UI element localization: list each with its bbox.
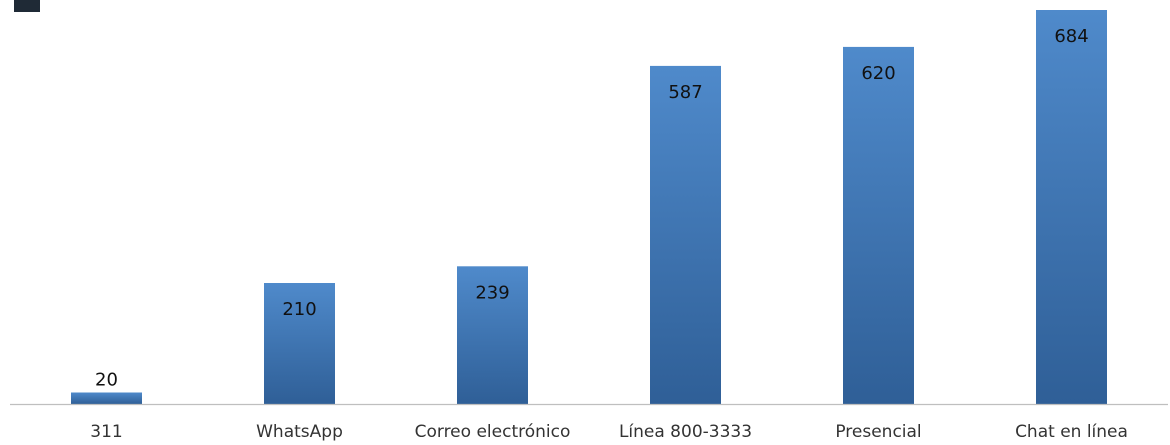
labels-group: 20 311 210 WhatsApp 239 Correo electrónico 587…: [90, 26, 1128, 442]
bar-0: [71, 392, 142, 404]
bar-4: [843, 46, 914, 405]
x-tick-label-0: 311: [90, 422, 122, 442]
data-label-3: 587: [668, 82, 702, 103]
bar-2: [457, 266, 528, 404]
x-tick-label-1: WhatsApp: [256, 422, 343, 442]
bar-3: [650, 65, 721, 405]
data-label-4: 620: [861, 63, 895, 84]
data-label-5: 684: [1054, 26, 1088, 47]
x-tick-label-3: Línea 800-3333: [619, 422, 752, 442]
data-label-0: 20: [95, 370, 118, 391]
bars-group: [71, 10, 1107, 405]
x-tick-label-2: Correo electrónico: [415, 422, 571, 442]
corner-mark: [14, 0, 40, 12]
bar-5: [1036, 10, 1107, 404]
data-label-2: 239: [475, 282, 509, 303]
data-label-1: 210: [282, 299, 316, 320]
x-tick-label-4: Presencial: [835, 422, 921, 442]
x-tick-label-5: Chat en línea: [1015, 422, 1128, 442]
bar-1: [264, 283, 335, 404]
